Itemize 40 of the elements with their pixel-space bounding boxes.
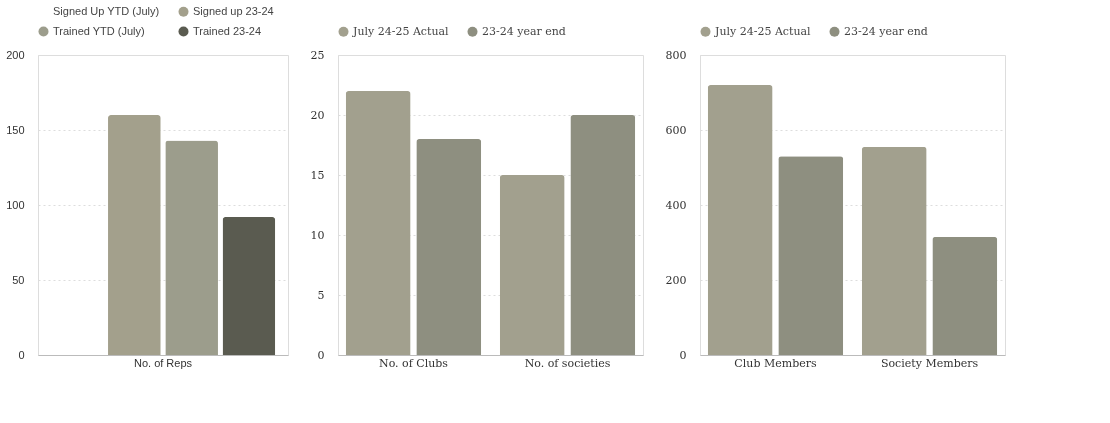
y-tick-label: 100 bbox=[6, 198, 25, 211]
y-tick-label: 0 bbox=[679, 348, 687, 362]
y-tick-label: 25 bbox=[310, 48, 325, 62]
bar bbox=[778, 156, 844, 355]
y-tick-label: 400 bbox=[665, 198, 687, 212]
x-tick-label: No. of Clubs bbox=[379, 356, 449, 370]
legend-label: July 24-25 Actual bbox=[714, 24, 812, 38]
y-tick-label: 800 bbox=[665, 48, 687, 62]
bar bbox=[499, 175, 565, 355]
legend-label: Trained YTD (July) bbox=[53, 24, 145, 37]
legend-label: Signed up 23-24 bbox=[193, 4, 274, 17]
x-tick-label: Club Members bbox=[734, 356, 817, 370]
bar bbox=[416, 139, 482, 355]
x-tick-label: No. of Reps bbox=[133, 356, 193, 369]
legend-label: 23-24 year end bbox=[482, 24, 566, 38]
y-tick-label: 10 bbox=[310, 228, 325, 242]
y-tick-label: 150 bbox=[6, 123, 25, 136]
y-tick-label: 0 bbox=[317, 348, 325, 362]
x-tick-label: No. of societies bbox=[524, 356, 611, 370]
y-tick-label: 50 bbox=[12, 273, 25, 286]
bar bbox=[932, 236, 998, 355]
legend-label: Trained 23-24 bbox=[193, 24, 262, 37]
y-tick-label: 5 bbox=[317, 288, 325, 302]
bar bbox=[707, 85, 773, 355]
bar bbox=[165, 140, 218, 355]
y-tick-label: 20 bbox=[310, 108, 325, 122]
y-tick-label: 200 bbox=[665, 273, 687, 287]
bar bbox=[108, 115, 161, 355]
y-tick-label: 0 bbox=[18, 348, 25, 361]
text: Signed Up YTD (July) bbox=[53, 4, 160, 17]
y-tick-label: 15 bbox=[310, 168, 325, 182]
bar bbox=[222, 217, 276, 355]
y-tick-label: 600 bbox=[665, 123, 687, 137]
bar bbox=[861, 146, 927, 355]
legend-label: 23-24 year end bbox=[844, 24, 928, 38]
x-tick-label: Society Members bbox=[880, 356, 979, 370]
bar bbox=[570, 115, 636, 355]
y-tick-label: 200 bbox=[6, 48, 25, 61]
bar bbox=[345, 91, 411, 355]
legend-label: July 24-25 Actual bbox=[352, 24, 450, 38]
